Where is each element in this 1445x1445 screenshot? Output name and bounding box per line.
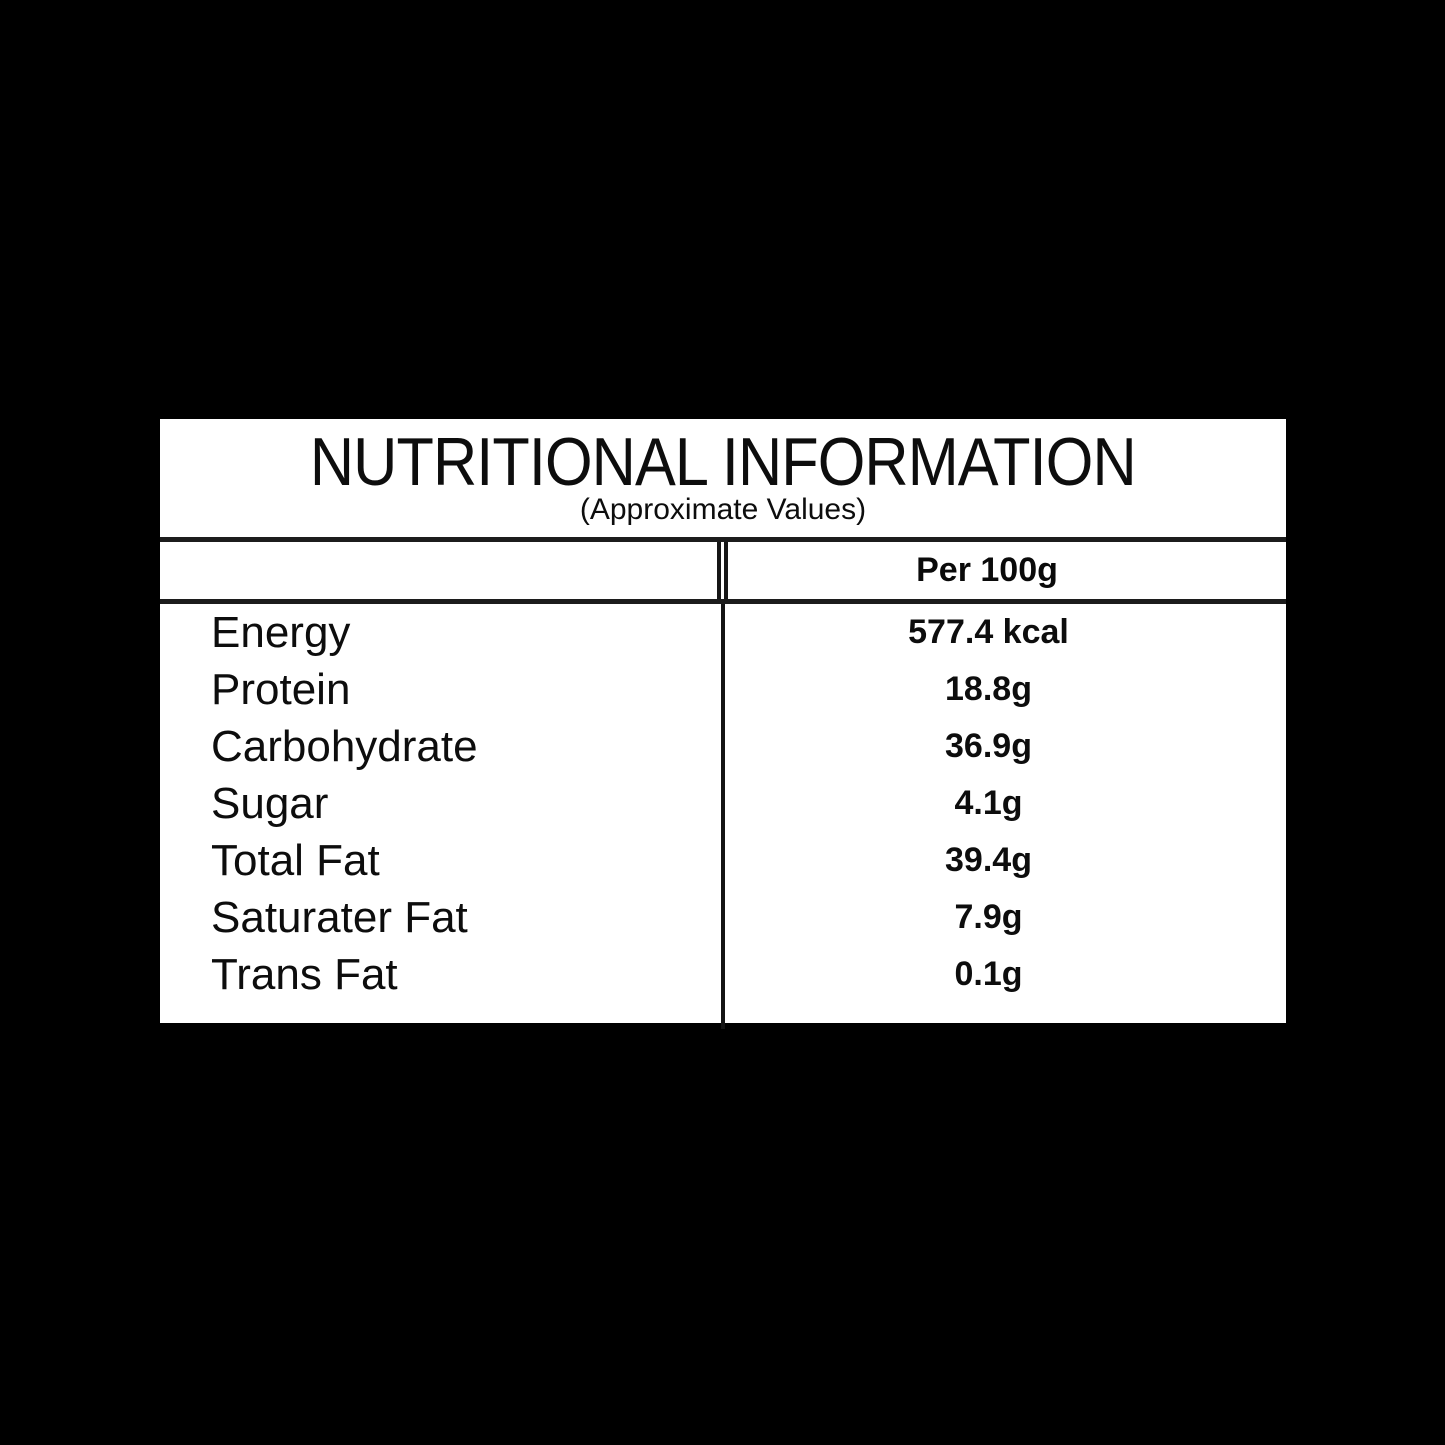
row-label: Sugar (211, 778, 329, 828)
table-row: Trans Fat 0.1g (160, 946, 1286, 1003)
nutrition-label-panel: NUTRITIONAL INFORMATION (Approximate Val… (160, 419, 1286, 1029)
row-label: Total Fat (211, 835, 380, 885)
table-row: Carbohydrate 36.9g (160, 718, 1286, 775)
table-header-row: Per 100g (160, 542, 1286, 604)
header-empty-cell (160, 542, 721, 599)
page-subtitle: (Approximate Values) (579, 493, 867, 526)
header-per-100g-cell: Per 100g (724, 542, 1286, 599)
row-label: Protein (211, 664, 351, 714)
table-row: Saturater Fat 7.9g (160, 889, 1286, 946)
column-divider-line (721, 604, 725, 1029)
row-label: Trans Fat (211, 949, 398, 999)
row-value: 7.9g (954, 898, 1023, 936)
row-label: Saturater Fat (211, 892, 468, 942)
row-value: 18.8g (945, 670, 1032, 708)
column-header-label: Per 100g (916, 551, 1058, 589)
table-body: Energy 577.4 kcal Protein 18.8g Carbohyd… (160, 604, 1286, 1029)
table-row: Sugar 4.1g (160, 775, 1286, 832)
row-label: Energy (211, 607, 351, 657)
table-row: Total Fat 39.4g (160, 832, 1286, 889)
table-row: Energy 577.4 kcal (160, 604, 1286, 661)
table-row: Protein 18.8g (160, 661, 1286, 718)
row-value: 577.4 kcal (908, 613, 1069, 651)
row-label: Carbohydrate (211, 721, 478, 771)
page-title: NUTRITIONAL INFORMATION (310, 424, 1137, 500)
title-block: NUTRITIONAL INFORMATION (Approximate Val… (160, 419, 1286, 542)
row-value: 0.1g (954, 955, 1023, 993)
row-value: 36.9g (945, 727, 1032, 765)
row-value: 4.1g (954, 784, 1023, 822)
row-value: 39.4g (945, 841, 1032, 879)
